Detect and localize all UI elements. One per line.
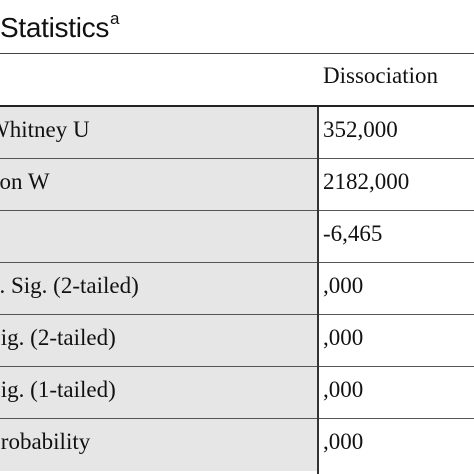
row-value: 352,000 (319, 107, 474, 159)
row-separator (0, 158, 474, 159)
table-row: Sig. (2-tailed) ,000 (0, 315, 474, 367)
table-row: xon W 2182,000 (0, 159, 474, 211)
row-value: ,000 (319, 367, 474, 419)
table-title: Statisticsa (0, 0, 119, 44)
row-value: ,000 (319, 419, 474, 471)
table-row: -6,465 (0, 211, 474, 263)
row-separator (0, 262, 474, 263)
column-divider (317, 107, 319, 474)
row-label (0, 211, 317, 263)
table-row: Whitney U 352,000 (0, 107, 474, 159)
row-value: ,000 (319, 263, 474, 315)
row-label: xon W (0, 159, 317, 211)
table-row: Sig. (1-tailed) ,000 (0, 367, 474, 419)
row-separator (0, 418, 474, 419)
row-value: 2182,000 (319, 159, 474, 211)
table-row: Probability ,000 (0, 419, 474, 471)
row-separator (0, 210, 474, 211)
row-separator (0, 366, 474, 367)
row-separator (0, 314, 474, 315)
row-label: Probability (0, 419, 317, 471)
column-header-dissociation: Dissociation (323, 63, 438, 88)
row-label: Sig. (1-tailed) (0, 367, 317, 419)
table-title-text: Statistics (0, 12, 110, 43)
row-label: Sig. (2-tailed) (0, 315, 317, 367)
statistics-table: Dissociation Whitney U 352,000 xon W 218… (0, 53, 474, 474)
row-value: ,000 (319, 315, 474, 367)
row-label: p. Sig. (2-tailed) (0, 263, 317, 315)
table-row: p. Sig. (2-tailed) ,000 (0, 263, 474, 315)
table-top-border (0, 53, 474, 54)
row-value: -6,465 (319, 211, 474, 263)
table-title-footnote-marker: a (110, 9, 120, 28)
header-bottom-border (0, 105, 474, 107)
row-label: Whitney U (0, 107, 317, 159)
